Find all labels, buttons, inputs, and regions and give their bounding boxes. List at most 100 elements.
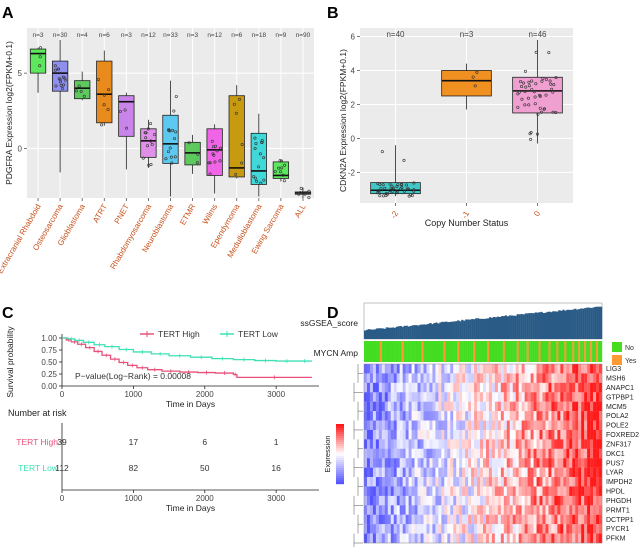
heat-cell [566,392,570,402]
data-point [213,160,217,164]
data-point [542,107,546,111]
heat-cell [584,364,588,374]
score-bar [544,312,547,339]
heat-cell [566,411,570,421]
heat-cell [462,514,466,525]
heat-cell [545,429,549,440]
mycn-cell [564,341,567,362]
data-point [259,181,263,185]
heat-cell [408,467,412,478]
heat-cell [474,448,478,459]
heat-cell [390,420,394,431]
mycn-cell [556,341,559,362]
heat-cell [551,429,555,440]
heat-cell [366,401,371,412]
heat-cell [364,458,368,468]
data-point [530,88,534,92]
heat-cell [441,439,445,449]
score-bar [518,314,521,339]
heat-cell [435,439,439,449]
heat-cell [599,467,603,478]
score-bar [536,312,539,339]
heat-cell [462,495,466,506]
heat-cell [596,467,600,478]
heat-cell [408,458,412,468]
heat-cell [396,458,400,468]
data-point [548,79,552,83]
heat-cell [435,505,439,515]
heat-cell [483,364,487,374]
heat-cell [536,467,540,478]
heat-cell [366,467,371,478]
colorbar-segment [336,446,344,449]
data-point [539,110,543,114]
heat-cell [539,505,543,515]
heat-cell [483,486,487,497]
score-bar [375,328,379,339]
mycn-cell [469,341,472,362]
score-bar [391,327,394,339]
score-bar [407,326,410,339]
heat-cell [447,524,451,534]
score-bar [592,307,595,339]
score-bar [510,315,513,339]
mycn-cell [502,341,506,362]
data-point [260,140,264,144]
heat-cell [485,364,490,374]
heat-cell [390,373,394,383]
score-bar [369,329,373,339]
heat-cell [536,486,540,497]
heat-cell [503,420,507,431]
data-point [536,112,540,116]
heat-cell [408,382,412,393]
heat-cell [518,458,522,468]
heat-cell [539,448,543,459]
mycn-cell [594,341,597,362]
heat-cell [405,524,409,534]
heat-cell [375,495,380,506]
heat-cell [408,364,412,374]
heat-cell [444,467,448,478]
mycn-cell [498,341,502,362]
heat-cell [399,392,403,402]
heat-cell [399,364,403,374]
heat-cell [390,429,394,440]
heat-cell [465,429,469,440]
score-bar [397,326,400,339]
heat-cell [515,458,519,468]
heat-cell [491,458,496,468]
heat-cell [494,411,499,421]
heat-cell [533,514,537,525]
data-point [523,90,527,94]
data-point [516,105,520,109]
heat-cell [435,533,439,544]
heat-cell [587,373,591,383]
heat-cell [572,401,576,412]
heat-cell [366,495,371,506]
score-bar [502,316,506,339]
heat-cell [488,524,493,534]
heat-cell [471,382,475,393]
heat-cell [375,477,380,487]
mycn-cell [381,341,385,362]
heat-cell [557,524,561,534]
heat-cell [444,392,448,402]
heat-cell [378,439,382,449]
heat-cell [563,364,567,374]
score-bar [453,321,456,339]
data-point [552,83,556,87]
data-point [74,89,78,93]
data-point [166,150,170,154]
heat-cell [462,420,466,431]
heat-cell [408,448,412,459]
heat-cell [557,411,561,421]
heat-cell [411,477,415,487]
heat-cell [593,429,597,440]
heat-cell [447,495,451,506]
y-axis-label-b: CDKN2A Expression log2(FPKM+0.1) [338,49,348,192]
heat-cell [381,411,385,421]
heat-cell [450,364,454,374]
heat-cell [405,429,409,440]
heat-cell [468,382,472,393]
